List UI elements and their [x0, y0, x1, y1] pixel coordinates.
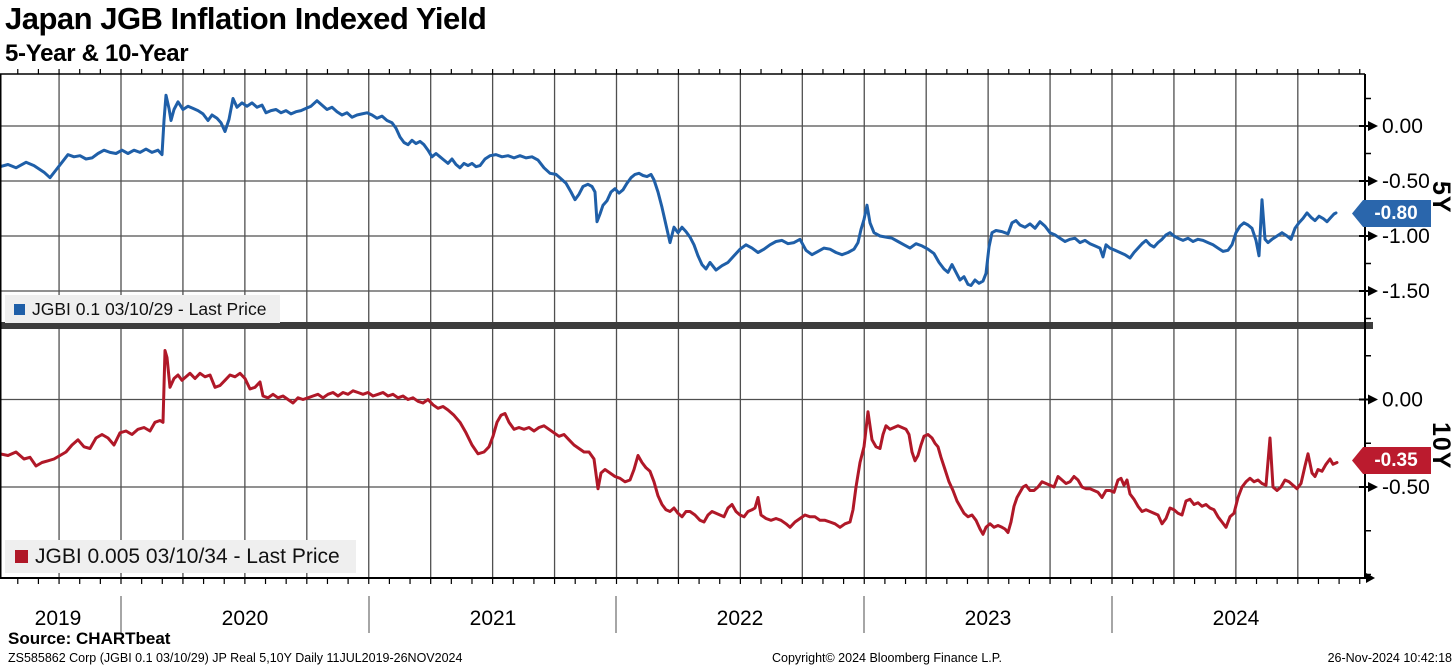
x-year-label: 2022	[717, 607, 764, 630]
x-year-label: 2023	[965, 607, 1012, 630]
footer-copyright: Copyright© 2024 Bloomberg Finance L.P.	[772, 651, 1002, 665]
footer-source: Source: CHARTbeat	[8, 629, 171, 648]
last-price-5y-value: -0.80	[1374, 202, 1418, 224]
footer-datetime: 26-Nov-2024 10:42:18	[1327, 651, 1452, 665]
y-tick-label: 0.00	[1382, 115, 1423, 138]
y-tick-arrow-icon	[1368, 482, 1378, 492]
y-tick-arrow-icon	[1368, 176, 1378, 186]
axis-label-5y: 5Y	[1427, 181, 1455, 214]
last-price-tag-5y: -0.80	[1352, 200, 1431, 227]
last-price-tag-10y: -0.35	[1352, 447, 1431, 474]
legend-10y-label: JGBI 0.005 03/10/34 - Last Price	[35, 544, 340, 568]
y-tick-arrow-icon	[1368, 121, 1378, 131]
y-tick-arrow-icon	[1368, 394, 1378, 405]
series-line-10y	[0, 349, 1339, 536]
legend-swatch-10y-icon	[15, 550, 28, 563]
legend-5y: JGBI 0.1 03/10/29 - Last Price	[5, 295, 281, 323]
x-year-label: 2020	[222, 607, 269, 630]
y-tick-arrow-icon	[1368, 286, 1378, 296]
footer-meta: ZS585862 Corp (JGBI 0.1 03/10/29) JP Rea…	[8, 651, 463, 665]
y-tick-arrow-icon	[1368, 231, 1378, 241]
x-year-label: 2024	[1213, 607, 1260, 630]
y-tick-label: -1.50	[1382, 280, 1430, 303]
y-tick-label: -0.50	[1382, 170, 1430, 193]
legend-5y-label: JGBI 0.1 03/10/29 - Last Price	[32, 298, 267, 319]
x-year-label: 2019	[35, 607, 82, 630]
x-axis-arrow-icon	[1366, 573, 1375, 583]
series-line-5y	[0, 93, 1338, 287]
panel-separator	[0, 322, 1373, 329]
axis-label-10y: 10Y	[1427, 422, 1455, 470]
last-price-10y-value: -0.35	[1374, 449, 1418, 471]
y-tick-label: -1.00	[1382, 225, 1430, 248]
legend-swatch-5y-icon	[14, 303, 25, 315]
y-tick-label: -0.50	[1382, 476, 1430, 499]
page-subtitle: 5-Year & 10-Year	[5, 40, 189, 67]
y-tick-label: 0.00	[1382, 389, 1423, 412]
x-year-label: 2021	[470, 607, 517, 630]
page-title: Japan JGB Inflation Indexed Yield	[5, 1, 487, 36]
legend-10y: JGBI 0.005 03/10/34 - Last Price	[5, 540, 356, 573]
